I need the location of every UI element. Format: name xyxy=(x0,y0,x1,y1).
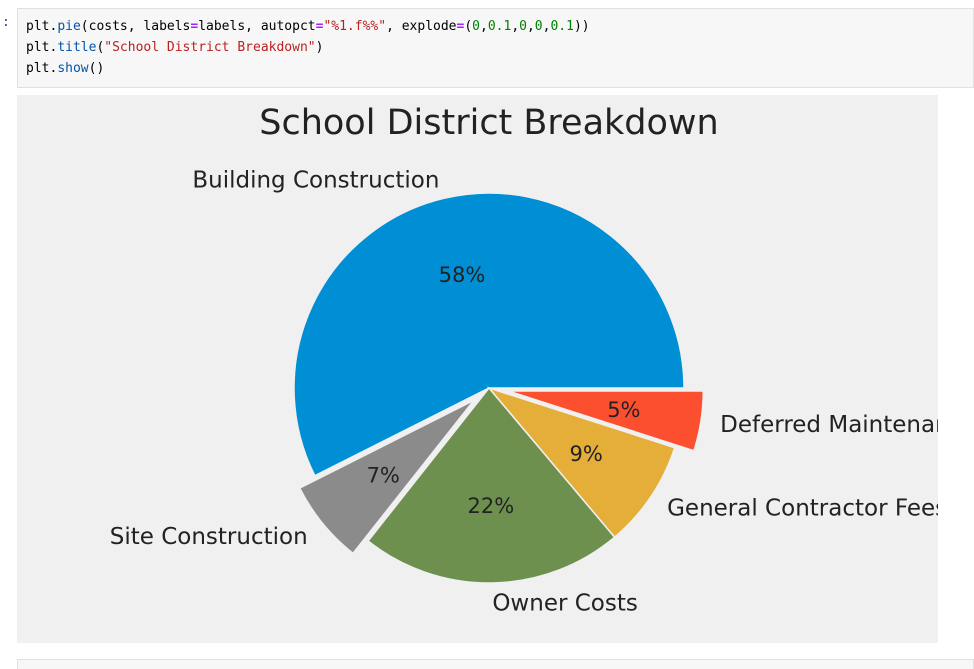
pct-label-deferred-maintenance: 5% xyxy=(607,398,640,422)
code-line-1: plt.pie(costs, labels=labels, autopct="%… xyxy=(26,19,590,34)
output-area: School District Breakdown Building Const… xyxy=(17,95,974,643)
slice-label-site-construction: Site Construction xyxy=(110,524,308,550)
pie-slice-owner-costs xyxy=(367,386,616,584)
chart-title: School District Breakdown xyxy=(259,103,718,143)
pie-slice-site-construction xyxy=(298,399,475,555)
code-cell[interactable]: plt.pie(costs, labels=labels, autopct="%… xyxy=(17,8,974,88)
code-line-2: plt.title("School District Breakdown") xyxy=(26,40,324,55)
pct-label-general-contractor-fees: 9% xyxy=(569,442,602,466)
pct-label-owner-costs: 22% xyxy=(467,494,514,518)
slice-label-general-contractor-fees: General Contractor Fees xyxy=(667,496,938,522)
cell-prompt: : xyxy=(2,15,10,30)
code-line-3: plt.show() xyxy=(26,61,105,76)
slice-label-deferred-maintenance: Deferred Maintenance xyxy=(720,412,938,438)
pct-label-site-construction: 7% xyxy=(367,463,400,487)
pie-chart: School District Breakdown Building Const… xyxy=(110,103,974,616)
pie-slice-deferred-maintenance xyxy=(508,390,705,452)
pie-slice-general-contractor-fees xyxy=(486,386,676,539)
pct-label-building-construction: 58% xyxy=(439,263,486,287)
slice-label-owner-costs: Owner Costs xyxy=(492,590,638,616)
pie-slice-building-construction xyxy=(293,192,685,477)
slice-label-building-construction: Building Construction xyxy=(192,167,439,193)
